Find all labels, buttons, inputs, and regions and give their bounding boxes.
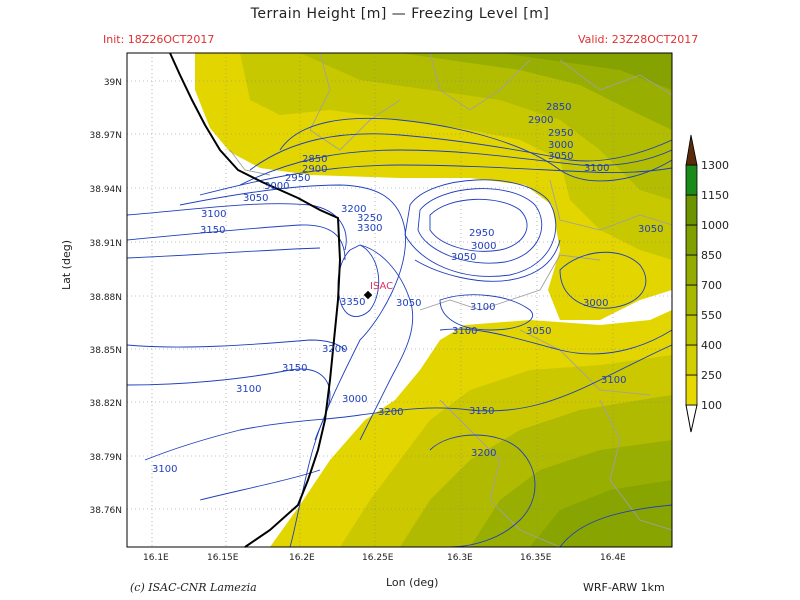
contour-label: 3000 — [342, 394, 367, 405]
y-tick-label: 38.85N — [90, 346, 123, 356]
model-text: WRF-ARW 1km — [583, 581, 665, 594]
contour-label: 2950 — [285, 173, 310, 184]
x-tick-label: 16.2E — [289, 553, 315, 563]
contour-label: 3000 — [548, 140, 573, 151]
colorbar-label: 1300 — [701, 159, 729, 172]
contour-label: 3050 — [396, 298, 421, 309]
contour-label-group: 2850 2900 2950 3000 3050 3100 2850 2900 … — [152, 102, 663, 475]
contour-label: 3100 — [201, 209, 226, 220]
x-axis-title: Lon (deg) — [386, 576, 439, 589]
colorbar: 100 250 400 550 700 850 1000 1150 1300 — [685, 134, 729, 433]
colorbar-label: 700 — [701, 279, 722, 292]
init-time: Init: 18Z26OCT2017 — [103, 33, 215, 46]
contour-label: 3200 — [341, 204, 366, 215]
contour-label: 2950 — [469, 228, 494, 239]
colorbar-label: 400 — [701, 339, 722, 352]
y-axis: 39N 38.97N 38.94N 38.91N 38.88N 38.85N 3… — [90, 78, 123, 516]
credit-text: (c) ISAC-CNR Lamezia — [130, 581, 257, 594]
grid-lines — [127, 53, 672, 547]
boundary-lines — [229, 53, 672, 547]
x-tick-label: 16.15E — [207, 553, 239, 563]
y-tick-label: 38.88N — [90, 293, 123, 303]
contour-label: 3000 — [583, 298, 608, 309]
contour-label: 3100 — [236, 384, 261, 395]
contour-label: 3000 — [264, 181, 289, 192]
colorbar-label: 1150 — [701, 189, 729, 202]
y-tick-label: 38.91N — [90, 239, 123, 249]
plot-frame — [126, 52, 673, 548]
isac-station-marker: ISAC — [363, 281, 393, 300]
y-tick-label: 38.76N — [90, 506, 123, 516]
y-tick-label: 39N — [104, 78, 122, 88]
contour-label: 2950 — [548, 128, 573, 139]
contour-label: 3050 — [451, 252, 476, 263]
x-tick-label: 16.4E — [600, 553, 626, 563]
x-tick-label: 16.3E — [447, 553, 473, 563]
contour-label: 3200 — [471, 448, 496, 459]
x-tick-label: 16.1E — [143, 553, 169, 563]
station-label: ISAC — [370, 281, 393, 292]
contour-label: 3300 — [357, 223, 382, 234]
contour-label: 3200 — [322, 344, 347, 355]
y-tick-label: 38.94N — [90, 185, 123, 195]
colorbar-label: 850 — [701, 249, 722, 262]
colorbar-label: 1000 — [701, 219, 729, 232]
colorbar-label: 250 — [701, 369, 722, 382]
x-tick-label: 16.35E — [520, 553, 552, 563]
contour-label: 3100 — [601, 375, 626, 386]
freezing-level-contours — [127, 117, 672, 547]
contour-label: 3050 — [526, 326, 551, 337]
contour-label: 3150 — [282, 363, 307, 374]
contour-label: 3200 — [378, 407, 403, 418]
contour-label: 3050 — [638, 224, 663, 235]
map-title: Terrain Height [m] — Freezing Level [m] — [250, 6, 550, 22]
contour-label: 2900 — [528, 115, 553, 126]
contour-label: 3100 — [470, 302, 495, 313]
x-axis: 16.1E 16.15E 16.2E 16.25E 16.3E 16.35E 1… — [143, 553, 626, 563]
contour-label: 3000 — [471, 241, 496, 252]
y-tick-label: 38.97N — [90, 131, 123, 141]
contour-label: 3100 — [152, 464, 177, 475]
colorbar-label: 550 — [701, 309, 722, 322]
coastline — [169, 52, 342, 548]
contour-label: 3050 — [243, 193, 268, 204]
y-tick-label: 38.82N — [90, 399, 123, 409]
contour-label: 2850 — [546, 102, 571, 113]
contour-label: 3250 — [357, 213, 382, 224]
x-tick-label: 16.25E — [362, 553, 394, 563]
contour-label: 3350 — [340, 297, 365, 308]
contour-label: 2850 — [302, 154, 327, 165]
contour-label: 3150 — [469, 406, 494, 417]
contour-label: 2900 — [302, 164, 327, 175]
y-tick-label: 38.79N — [90, 453, 123, 463]
y-axis-title: Lat (deg) — [60, 240, 73, 290]
contour-label: 3100 — [452, 326, 477, 337]
valid-time: Valid: 23Z28OCT2017 — [578, 33, 699, 46]
contour-label: 3050 — [548, 151, 573, 162]
colorbar-label: 100 — [701, 399, 722, 412]
contour-label: 3150 — [200, 225, 225, 236]
contour-label: 3100 — [584, 163, 609, 174]
